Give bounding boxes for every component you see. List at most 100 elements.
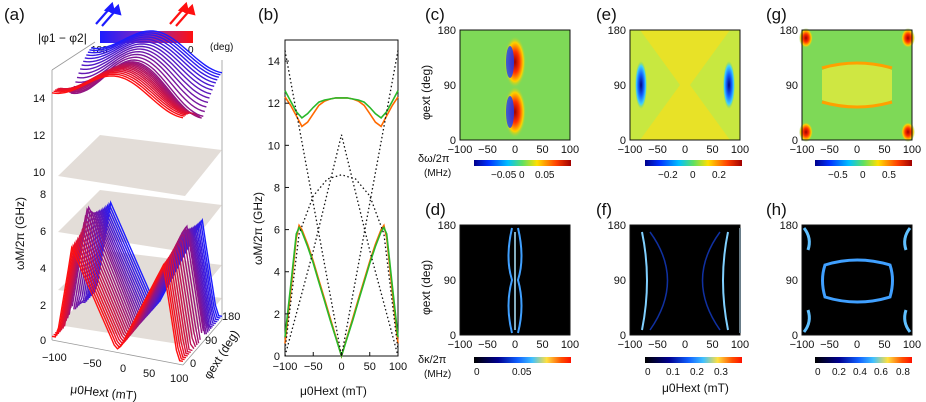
b-xlabel: μ0Hext (mT) [300, 384, 367, 398]
map-xtick-label: −100 [790, 339, 815, 351]
map-xtick-label: 0 [512, 144, 518, 156]
cb-bottom-unit: (MHz) [424, 369, 451, 380]
cb-f-tick-2: 0.2 [690, 367, 704, 378]
cb-c-tick-2: 0.05 [535, 170, 555, 181]
b-plot-frame [284, 39, 399, 357]
map-xtick-label: −100 [618, 339, 643, 351]
cb-g-tick-0: −0.5 [828, 170, 848, 181]
map-ylabel: φext (deg) [419, 260, 433, 315]
map-ylabel: φext (deg) [419, 65, 433, 120]
maps-xlabel: μ0Hext (mT) [662, 381, 729, 395]
map-xtick-label: −100 [448, 339, 473, 351]
b-xtick-label: 50 [364, 361, 376, 373]
map-ytick-label: 0 [792, 135, 798, 147]
b-series [284, 50, 399, 359]
map-xtick-label: 50 [878, 339, 890, 351]
panel-b: 0 2 4 6 8 10 12 14 −100 −50 0 50 100 μ0Hext (mT) ωM… [251, 39, 407, 398]
cb-g [815, 160, 912, 166]
cb-c-tick-0: −0.05 [491, 170, 517, 181]
cb-h-tick-3: 0.6 [874, 367, 888, 378]
b-ytick-label: 6 [274, 225, 280, 237]
cb-d [474, 357, 571, 363]
a-upper-curve [86, 36, 218, 81]
cb-f [645, 357, 742, 363]
cb-e-tick-1: 0 [690, 170, 696, 181]
b-xtick-label: −100 [273, 361, 298, 373]
panel-e [629, 29, 741, 141]
b-line-dotted-diag-2 [284, 134, 399, 357]
a-ztick-6: 12 [33, 130, 45, 142]
colorbar-a-unit: (deg) [210, 42, 233, 53]
panel-f [629, 224, 741, 336]
a-upper-curve [65, 63, 198, 116]
a-upper-curve [83, 40, 215, 87]
cb-f-tick-3: 0.3 [714, 367, 728, 378]
map-xtick-label: 100 [731, 339, 749, 351]
b-xtick-label: −50 [304, 361, 323, 373]
cb-h [815, 357, 912, 363]
map-ytick-label: 90 [786, 80, 798, 92]
map-xtick-label: −100 [618, 144, 643, 156]
a-upper-curve [90, 30, 223, 74]
map-ytick-label: 90 [786, 275, 798, 287]
a-ztick-7: 14 [33, 93, 45, 105]
map-ytick-label: 0 [620, 330, 626, 342]
cb-e [645, 160, 742, 166]
map-xtick-label: 50 [706, 144, 718, 156]
a-upper-curve [67, 62, 199, 117]
a-xtick-2: 0 [120, 363, 126, 375]
colorbars: δω/2π (MHz) δκ/2π (MHz) −0.05 0 0.05 −0.… [418, 153, 912, 380]
cb-h-tick-0: 0 [815, 367, 821, 378]
b-ylabel: ωM/2π (GHz) [251, 192, 265, 265]
h-heatmap [802, 225, 912, 335]
a-ztick-1: 2 [40, 300, 46, 312]
b-ytick-label: 10 [268, 140, 280, 152]
a-upper-curve [84, 38, 216, 84]
map-ytick-label: 90 [444, 80, 456, 92]
map-xtick-label: 50 [536, 144, 548, 156]
panel-g [799, 28, 915, 142]
g-corner-tr [901, 28, 915, 48]
map-xtick-label: −50 [648, 144, 667, 156]
b-line-upper-orange [284, 96, 399, 128]
a-xtick-4: 100 [170, 373, 188, 385]
map-ytick-label: 0 [620, 135, 626, 147]
b-line-dotted-lower [284, 174, 399, 350]
a-upper-curve [78, 48, 210, 99]
cb-h-tick-4: 0.8 [896, 367, 910, 378]
a-upper-curve [89, 32, 221, 76]
map-ytick-label: 0 [450, 135, 456, 147]
panel-label-g: (g) [766, 5, 787, 24]
panel-label-h: (h) [766, 200, 787, 219]
cb-top-unit: (MHz) [424, 168, 451, 179]
colorbar-a-label: |φ1 − φ2| [38, 31, 87, 45]
a-upper-curve [70, 61, 202, 119]
e-blob-left [635, 61, 647, 109]
a-lower-curve [51, 245, 184, 362]
map-xtick-label: −100 [790, 144, 815, 156]
map-ytick-label: 180 [780, 25, 798, 37]
b-xtick-label: 0 [338, 361, 344, 373]
panel-a: |φ1 − φ2| 180 0 (deg) [13, 1, 242, 402]
map-ytick-label: 0 [792, 330, 798, 342]
cb-f-tick-1: 0.1 [666, 367, 680, 378]
map-xtick-label: −50 [648, 339, 667, 351]
surface-a [51, 30, 223, 362]
a-upper-curve [51, 75, 184, 119]
b-yticks: 0 2 4 6 8 10 12 14 [268, 56, 289, 363]
a-xtick-0: −100 [42, 352, 67, 364]
panel-label-a: (a) [4, 5, 25, 24]
cb-e-tick-0: −0.2 [658, 170, 678, 181]
map-xtick-label: 100 [903, 339, 921, 351]
blue-arrows-icon [95, 1, 122, 27]
a-zlabel: ωM/2π (GHz) [13, 197, 27, 270]
cb-c [474, 160, 571, 166]
cb-bottom-label: δκ/2π [418, 354, 447, 366]
map-xtick-label: −50 [478, 144, 497, 156]
map-ytick-label: 180 [608, 220, 626, 232]
cb-g-tick-1: 0 [860, 170, 866, 181]
b-ytick-label: 14 [268, 56, 280, 68]
panel-label-f: (f) [596, 200, 612, 219]
